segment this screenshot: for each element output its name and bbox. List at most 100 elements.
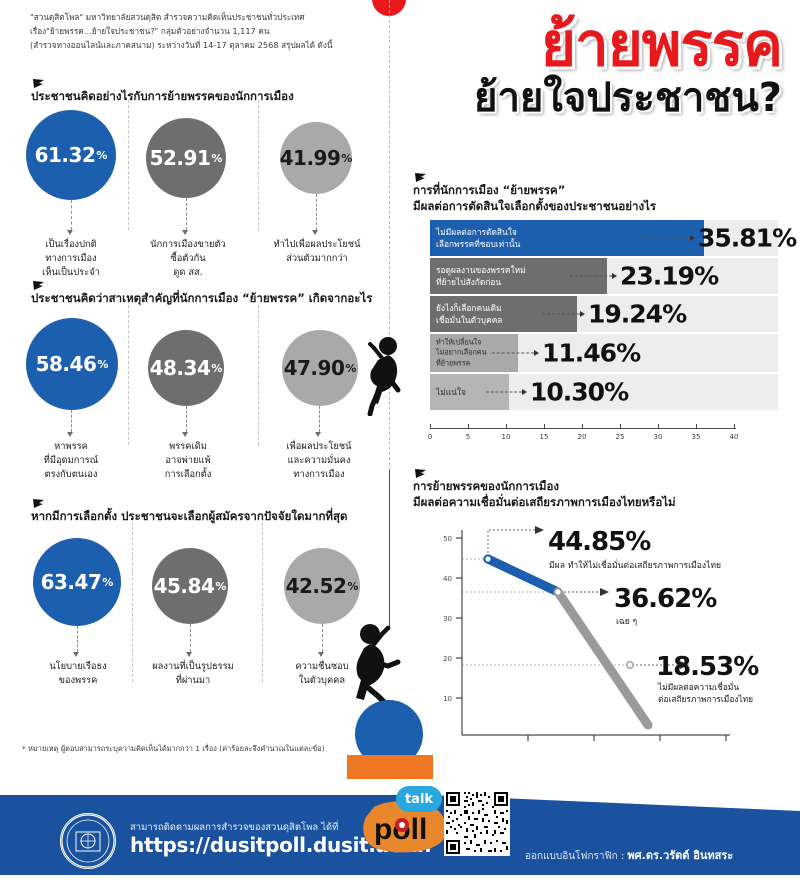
rope-dashed-divider bbox=[389, 0, 390, 470]
bar-chart: ไม่มีผลต่อการตัดสินใจ เลือกพรรคที่ชอบเท่… bbox=[430, 220, 797, 412]
stat-bubble: 42.52% bbox=[284, 548, 360, 624]
bubble-connector bbox=[186, 198, 187, 230]
stat-value: 41.99 bbox=[279, 146, 341, 170]
bubble-arrow-icon bbox=[67, 230, 73, 235]
bar-pointer-line bbox=[486, 391, 522, 393]
axis-tick bbox=[544, 424, 545, 429]
stat-value: 58.46 bbox=[35, 352, 97, 376]
axis-tick bbox=[506, 424, 507, 429]
bar-row: ทำให้เปลี่ยนใจ ไม่อยากเลือกคน ที่ย้ายพรร… bbox=[430, 334, 778, 372]
headline-primary: ย้ายพรรค bbox=[540, 10, 783, 80]
data-point-marker bbox=[553, 587, 563, 597]
bar-pointer-arrow-icon bbox=[580, 311, 585, 317]
footer-follow-text: สามารถติดตามผลการสำรวจของสวนดุสิตโพล ได้… bbox=[130, 822, 339, 833]
bubble-arrow-icon bbox=[73, 652, 79, 657]
survey-note-line-2: เรื่อง"ย้ายพรรค…ย้ายใจประชาชน?" กลุ่มตัว… bbox=[30, 26, 270, 37]
section-flag-icon-1 bbox=[33, 79, 44, 88]
y-tick-label: 50 bbox=[443, 535, 452, 543]
bubble-arrow-icon bbox=[182, 432, 188, 437]
stat-bubble: 41.99% bbox=[280, 122, 352, 194]
bar-pointer-line bbox=[642, 237, 690, 239]
stat-percent: % bbox=[96, 148, 108, 162]
bubble-connector bbox=[77, 626, 78, 652]
survey-note-line-3: (สำรวจทางออนไลน์และภาคสนาม) ระหว่างวันที… bbox=[30, 40, 333, 51]
axis-tick bbox=[658, 424, 659, 429]
stat-label: ทำไปเพื่อผลประโยชน์ ส่วนตัวมากกว่า bbox=[273, 239, 361, 264]
axis-tick-label: 20 bbox=[577, 433, 587, 441]
axis-tick bbox=[734, 424, 735, 429]
bubble-connector bbox=[319, 406, 320, 432]
stat-label: นโยบายเรือธง ของพรรค bbox=[49, 661, 107, 686]
stat-label: ผลงานที่เป็นรูปธรรม ที่ผ่านมา bbox=[152, 661, 234, 686]
column-divider bbox=[132, 522, 133, 682]
survey-note: "สวนดุสิตโพล" มหาวิทยาลัยสวนดุสิต สำรวจค… bbox=[30, 10, 370, 52]
axis-tick-label: 25 bbox=[615, 433, 625, 441]
stat-value: 61.32 bbox=[34, 143, 96, 167]
survey-note-line-1: "สวนดุสิตโพล" มหาวิทยาลัยสวนดุสิต สำรวจค… bbox=[30, 12, 305, 22]
section-heading-2: ประชาชนคิดว่าสาเหตุสำคัญที่นักการเมือง “… bbox=[31, 291, 373, 305]
stat-label: ความชื่นชอบ ในตัวบุคคล bbox=[295, 661, 349, 686]
axis-tick-label: 35 bbox=[691, 433, 701, 441]
qr-code[interactable] bbox=[444, 790, 510, 856]
footer-credit-label: ออกแบบอินโฟกราฟิก : bbox=[525, 851, 625, 862]
stat-value: 52.91 bbox=[149, 146, 211, 170]
bar-row: รอดูผลงานของพรรคใหม่ ที่ย้ายไปสังกัดก่อน… bbox=[430, 258, 778, 294]
line-chart-heading-line1: การย้ายพรรคของนักการเมือง bbox=[413, 479, 559, 493]
section-heading-3: หากมีการเลือกตั้ง ประชาชนจะเลือกผู้สมัคร… bbox=[31, 509, 348, 523]
bar-chart-heading-line2: มีผลต่อการตัดสินใจเลือกตั้งของประชาชนอย่… bbox=[413, 199, 657, 213]
stat-label: เป็นเรื่องปกติ ทางการเมือง เห็นเป็นประจำ bbox=[42, 239, 100, 278]
axis-tick bbox=[696, 424, 697, 429]
line-chart-heading-line2: มีผลต่อความเชื่อมั่นต่อเสถียรภาพการเมือง… bbox=[413, 495, 676, 509]
bubble-connector bbox=[186, 406, 187, 432]
axis-tick bbox=[430, 424, 431, 429]
stat-label: นักการเมืองขายตัว ซื้อตัวกัน ดูด สส. bbox=[150, 239, 226, 278]
section-flag-icon-4 bbox=[415, 173, 426, 182]
stat-bubble: 48.34% bbox=[148, 330, 224, 406]
axis-tick-label: 15 bbox=[539, 433, 549, 441]
stat-label: เพื่อผลประโยชน์ และความมั่นคง ทางการเมือ… bbox=[286, 441, 352, 480]
line-segment-2 bbox=[553, 587, 653, 730]
y-tick-label: 20 bbox=[443, 655, 452, 663]
bubble-arrow-icon bbox=[315, 432, 321, 437]
stat-percent: % bbox=[347, 579, 359, 593]
bar-value: 11.46% bbox=[542, 338, 641, 368]
bar-row: ไม่มีผลต่อการตัดสินใจ เลือกพรรคที่ชอบเท่… bbox=[430, 220, 797, 256]
axis-tick bbox=[582, 424, 583, 429]
line-caption-1: มีผล ทำให้ไม่เชื่อมั่นต่อเสถียรภาพการเมื… bbox=[549, 561, 722, 571]
data-point-marker bbox=[625, 660, 635, 670]
bubble-connector bbox=[316, 194, 317, 230]
bar-label: ทำให้เปลี่ยนใจ ไม่อยากเลือกคน ที่ย้ายพรร… bbox=[436, 337, 487, 368]
line-caption-2: เฉย ๆ bbox=[616, 617, 638, 627]
section-heading-1: ประชาชนคิดอย่างไรกับการย้ายพรรคของนักการ… bbox=[31, 89, 294, 103]
axis-tick bbox=[620, 424, 621, 429]
bubble-arrow-icon bbox=[312, 230, 318, 235]
stat-bubble: 52.91% bbox=[146, 118, 226, 198]
column-divider bbox=[128, 305, 129, 445]
line-value-3: 18.53% bbox=[656, 652, 759, 682]
bar-label: ยังไงก็เลือกคนเดิม เชื่อมั่นในตัวบุคคล bbox=[436, 302, 503, 325]
bar-label: ไม่มีผลต่อการตัดสินใจ เลือกพรรคที่ชอบเท่… bbox=[436, 226, 521, 249]
bubble-connector bbox=[71, 410, 72, 432]
bar-value: 10.30% bbox=[530, 377, 629, 407]
bar-pointer-line bbox=[570, 275, 612, 277]
column-divider bbox=[258, 305, 259, 445]
bubble-arrow-icon bbox=[67, 432, 73, 437]
stat-bubble: 45.84% bbox=[152, 548, 228, 624]
line-value-2: 36.62% bbox=[614, 584, 717, 614]
stat-label: พรรคเดิม อาจพ่ายแพ้ การเลือกตั้ง bbox=[164, 441, 212, 480]
stat-percent: % bbox=[211, 361, 223, 375]
axis-tick-label: 30 bbox=[653, 433, 663, 441]
column-divider bbox=[262, 522, 263, 682]
stat-percent: % bbox=[215, 579, 227, 593]
stat-value: 42.52 bbox=[285, 574, 347, 598]
bar-chart-heading-line1: การที่นักการเมือง “ย้ายพรรค” bbox=[413, 183, 566, 197]
footnote: * หมายเหตุ ผู้ตอบสามารถระบุความคิดเห็นได… bbox=[22, 744, 325, 753]
bubble-arrow-icon bbox=[182, 230, 188, 235]
stat-percent: % bbox=[97, 357, 109, 371]
axis-tick-label: 40 bbox=[729, 433, 739, 441]
axis-tick bbox=[468, 424, 469, 429]
section-flag-icon-5 bbox=[415, 469, 426, 478]
stat-bubble: 58.46% bbox=[26, 318, 118, 410]
bar-row: ไม่แน่ใจ 10.30% bbox=[430, 374, 778, 410]
